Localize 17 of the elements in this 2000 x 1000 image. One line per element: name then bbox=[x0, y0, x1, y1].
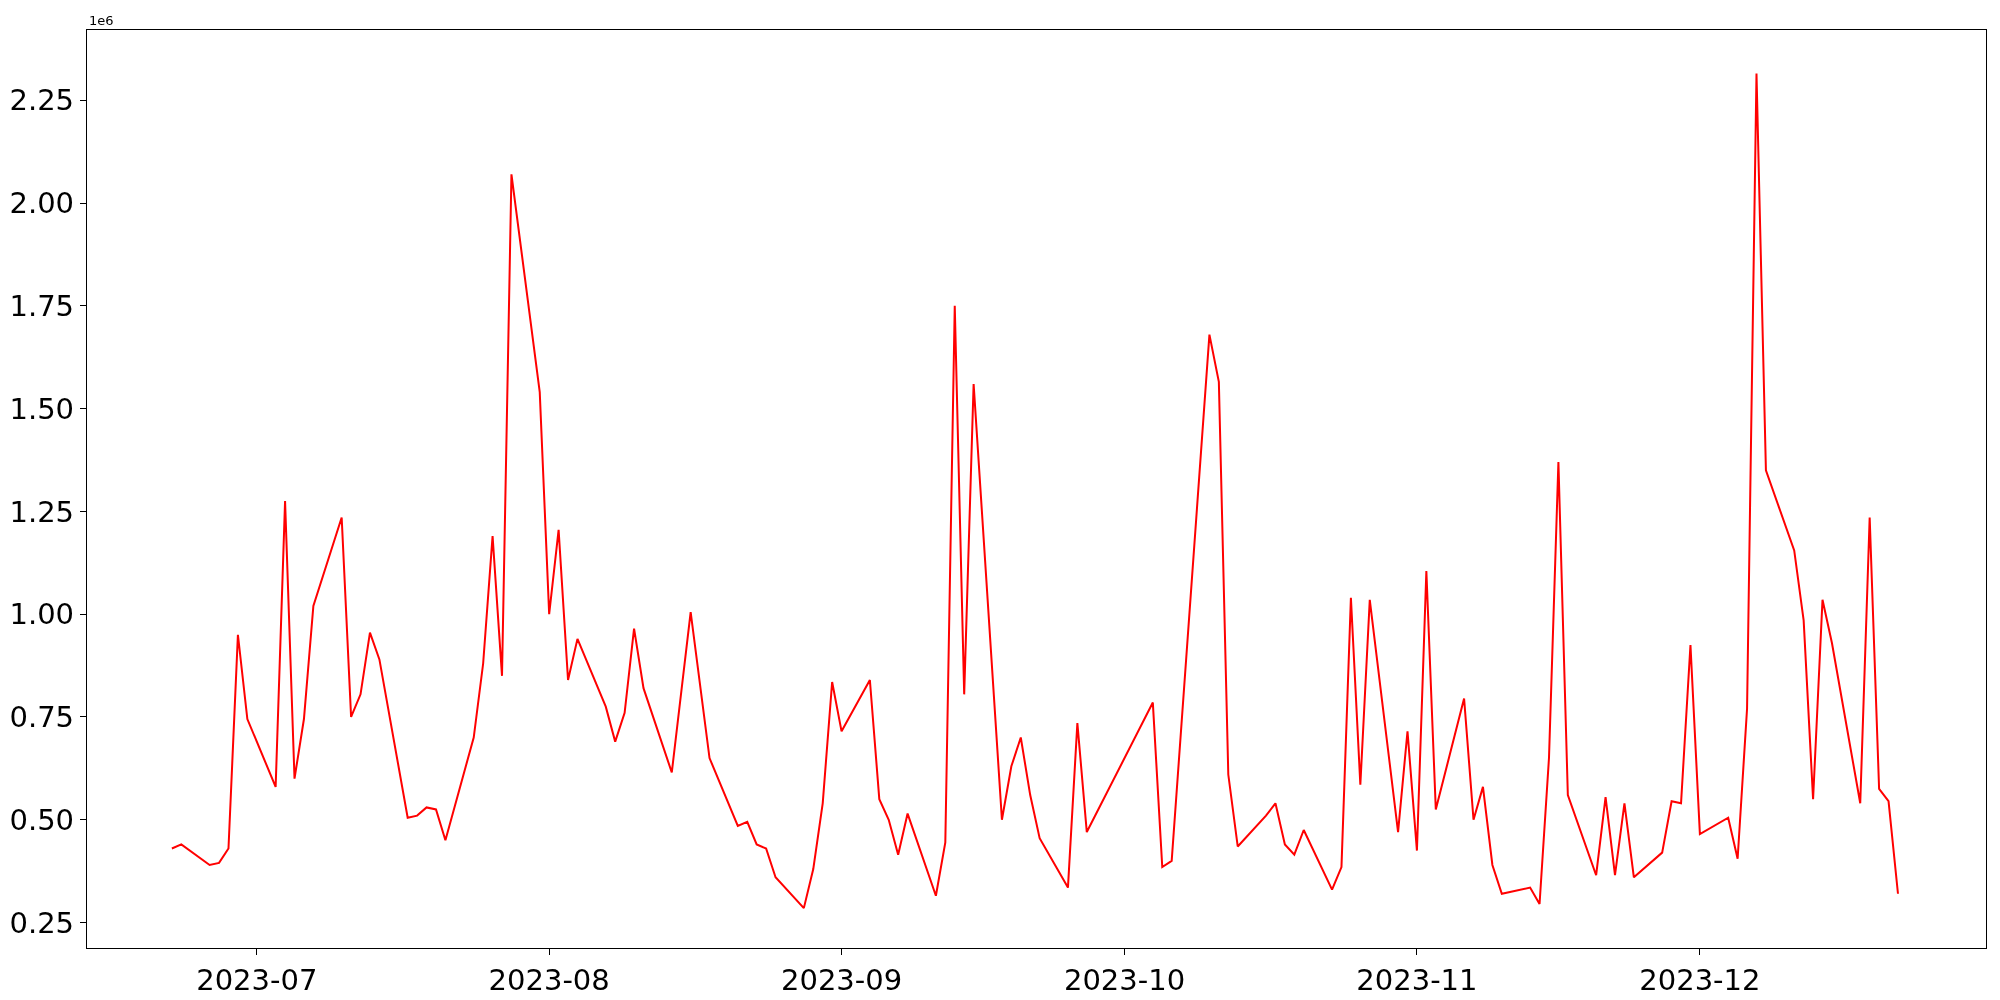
x-tick-label: 2023-12 bbox=[1639, 962, 1761, 997]
line-series bbox=[170, 72, 1899, 910]
x-tick-label: 2023-11 bbox=[1356, 962, 1478, 997]
y-tick-label: 1.25 bbox=[9, 494, 75, 529]
x-tick-label: 2023-09 bbox=[780, 962, 903, 997]
x-tick-label: 2023-10 bbox=[1063, 962, 1186, 997]
y-tick-label: 2.25 bbox=[9, 83, 75, 118]
y-tick-label: 2.00 bbox=[9, 186, 75, 221]
y-tick-label: 0.75 bbox=[9, 700, 75, 735]
y-tick-label: 1.75 bbox=[9, 289, 75, 323]
y-tick-label: 1.50 bbox=[9, 391, 75, 426]
text: 1e6 bbox=[89, 13, 114, 28]
y-tick-label: 0.25 bbox=[9, 905, 75, 940]
x-tick-label: 2023-07 bbox=[196, 962, 318, 997]
y-tick-label: 0.50 bbox=[9, 802, 75, 837]
x-tick-label: 2023-08 bbox=[488, 962, 610, 997]
y-tick-label: 1.00 bbox=[9, 597, 75, 632]
